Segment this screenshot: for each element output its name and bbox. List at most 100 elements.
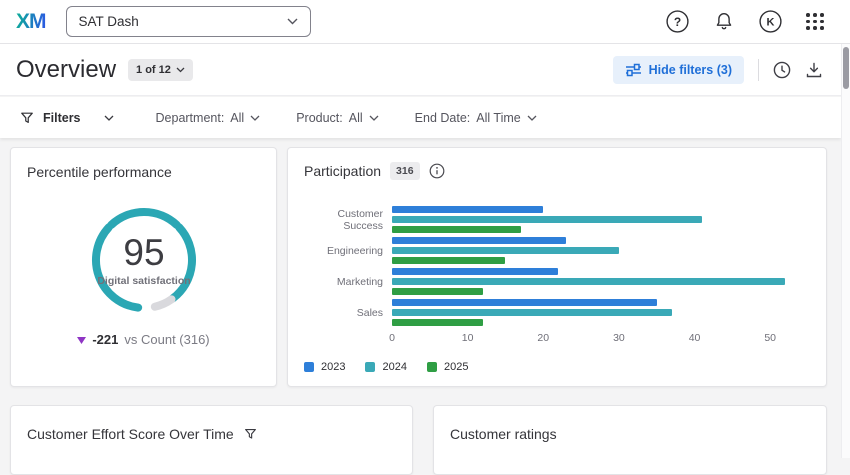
bell-icon — [716, 13, 732, 30]
bar-2025 — [392, 226, 521, 233]
x-axis-tick: 30 — [613, 332, 625, 344]
info-icon[interactable] — [429, 163, 445, 179]
chevron-down-icon — [104, 115, 113, 121]
percentile-gauge: 95 Digital satisfaction — [84, 200, 204, 320]
participation-card: Participation 316 Customer Success Engine… — [287, 147, 827, 387]
chart-category-row: Sales — [304, 299, 808, 326]
grid-menu-icon — [806, 13, 824, 30]
filter-end-date[interactable]: End Date: All Time — [415, 111, 537, 125]
xm-logo: XM — [16, 9, 46, 33]
bar-2023 — [392, 268, 559, 275]
filter-value: All — [230, 110, 245, 125]
page-header: Overview 1 of 12 Hide filters (3) — [0, 44, 841, 96]
triangle-down-icon — [77, 336, 87, 344]
card-title-text: Customer ratings — [450, 426, 557, 442]
x-axis-tick: 0 — [389, 332, 395, 344]
svg-text:?: ? — [674, 15, 681, 29]
download-icon — [806, 62, 822, 77]
delta-context: vs Count (316) — [124, 332, 210, 347]
filter-funnel-icon[interactable] — [244, 427, 257, 441]
card-title: Customer Effort Score Over Time — [27, 426, 257, 442]
filter-product[interactable]: Product: All — [296, 110, 379, 125]
gauge-center: 95 Digital satisfaction — [84, 200, 204, 320]
category-label: Customer Success — [337, 207, 383, 232]
x-axis-tick: 10 — [461, 332, 474, 344]
filters-dropdown[interactable]: Filters — [20, 111, 114, 125]
category-label: Engineering — [326, 244, 383, 257]
bar-2024 — [392, 309, 672, 316]
notifications-button[interactable] — [713, 10, 735, 33]
help-button[interactable]: ? — [666, 10, 689, 33]
filter-value: All Time — [476, 110, 521, 125]
bar-2023 — [392, 237, 566, 244]
bar-2025 — [392, 288, 483, 295]
topbar-actions: ? K — [666, 10, 824, 33]
bar-2025 — [392, 319, 483, 326]
scrollbar-thumb[interactable] — [843, 47, 849, 89]
scrollbar-track — [841, 44, 850, 458]
legend-item-2024[interactable]: 2024 — [365, 361, 407, 373]
chevron-down-icon — [287, 18, 297, 25]
customer-effort-score-card: Customer Effort Score Over Time — [10, 405, 413, 475]
card-title: Percentile performance — [27, 164, 172, 180]
divider — [758, 58, 759, 81]
chart-legend: 2023 2024 2025 — [304, 361, 468, 373]
hide-filters-label: Hide filters (3) — [648, 62, 732, 77]
customer-ratings-card: Customer ratings — [433, 405, 827, 475]
page-indicator-label: 1 of 12 — [136, 63, 171, 76]
filter-funnel-icon — [21, 112, 33, 123]
bar-2024 — [392, 247, 619, 254]
help-icon: ? — [666, 10, 689, 33]
card-title: Customer ratings — [450, 426, 557, 442]
percentile-performance-card: Percentile performance 95 Digital satisf… — [10, 147, 277, 387]
account-avatar[interactable]: K — [759, 10, 782, 33]
bar-2024 — [392, 216, 703, 223]
dashboard-selector[interactable]: SAT Dash — [65, 6, 311, 37]
clock-icon — [773, 61, 791, 78]
delta-value: -221 — [92, 332, 119, 347]
chart-category-row: Customer Success — [304, 206, 808, 233]
filter-label: Product: — [296, 110, 343, 125]
chevron-down-icon — [250, 115, 260, 121]
page-title: Overview — [16, 55, 117, 83]
chevron-down-icon — [176, 67, 185, 72]
dashboard-selector-value: SAT Dash — [78, 14, 139, 29]
applied-filters: Department: All Product: All End Date: A… — [156, 111, 537, 125]
category-label: Marketing — [336, 275, 383, 288]
hide-filters-button[interactable]: Hide filters (3) — [612, 55, 744, 84]
filter-label: End Date: — [414, 110, 471, 125]
legend-label: 2024 — [382, 361, 407, 373]
count-badge: 316 — [390, 162, 420, 180]
gauge-value: 95 — [123, 231, 165, 273]
page-indicator-dropdown[interactable]: 1 of 12 — [128, 58, 193, 81]
bar-2025 — [392, 257, 506, 264]
chevron-down-icon — [369, 115, 379, 121]
export-button[interactable] — [805, 61, 823, 79]
chart-category-row: Engineering — [304, 237, 808, 264]
legend-swatch — [426, 362, 437, 372]
bar-2023 — [392, 299, 657, 306]
filter-value: All — [348, 110, 363, 125]
x-axis: 0 10 20 30 40 50 — [389, 330, 808, 346]
filter-department[interactable]: Department: All — [156, 111, 261, 125]
card-title: Participation — [304, 163, 382, 179]
history-button[interactable] — [773, 61, 791, 79]
participation-header: Participation 316 — [304, 162, 445, 180]
filter-bar: Filters Department: All Product: All End… — [0, 97, 841, 138]
card-title-text: Customer Effort Score Over Time — [27, 426, 234, 442]
app-grid-button[interactable] — [806, 13, 824, 30]
gauge-label: Digital satisfaction — [97, 274, 191, 287]
legend-item-2025[interactable]: 2025 — [426, 361, 469, 373]
filter-label: Department: — [155, 110, 225, 125]
legend-item-2023[interactable]: 2023 — [304, 361, 345, 373]
x-axis-tick: 50 — [764, 332, 777, 344]
legend-label: 2025 — [443, 361, 469, 373]
svg-text:K: K — [767, 17, 775, 29]
top-navigation-bar: XM SAT Dash ? K — [0, 0, 850, 44]
chevron-down-icon — [527, 115, 537, 121]
header-actions: Hide filters (3) — [612, 55, 823, 84]
filters-label: Filters — [43, 110, 81, 125]
bar-2023 — [392, 206, 544, 213]
x-axis-tick: 40 — [688, 332, 701, 344]
chart-category-row: Marketing — [304, 268, 808, 295]
